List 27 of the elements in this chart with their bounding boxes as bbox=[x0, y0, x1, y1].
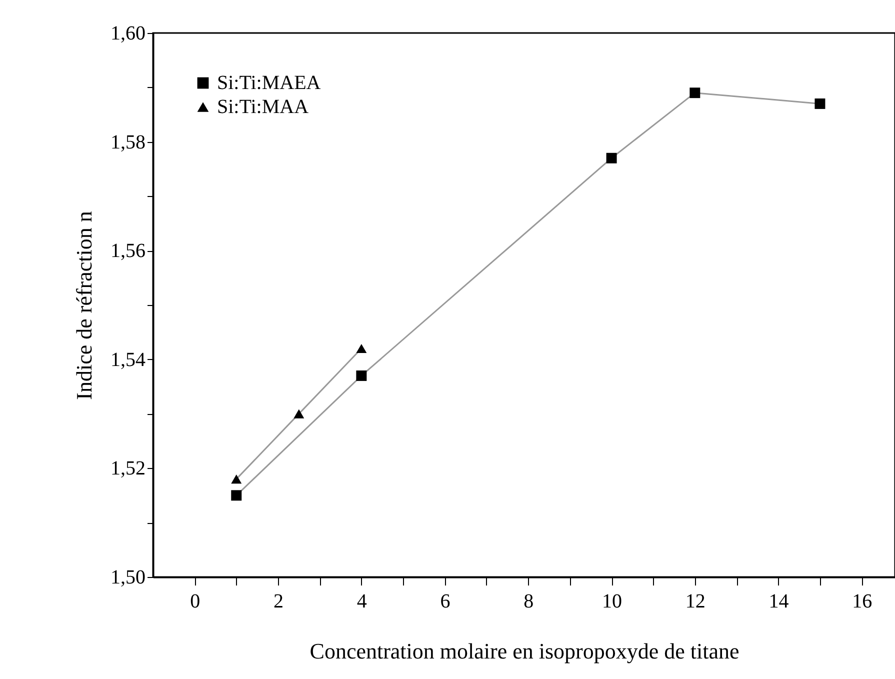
point bbox=[231, 490, 242, 501]
x-tick-label: 10 bbox=[602, 590, 622, 612]
x-tick-label: 14 bbox=[768, 590, 789, 612]
y-axis-title: Indice de réfraction n bbox=[72, 211, 96, 400]
y-tick-label: 1,54 bbox=[110, 348, 146, 371]
y-tick-label: 1,58 bbox=[110, 131, 146, 154]
legend-label: Si:Ti:MAEA bbox=[217, 72, 322, 94]
x-tick-label: 2 bbox=[274, 590, 284, 612]
x-tick-label: 6 bbox=[440, 590, 450, 612]
point bbox=[814, 98, 826, 109]
x-axis-title: Concentration molaire en isopropoxyde de titane bbox=[310, 638, 740, 664]
y-tick-label: 1,52 bbox=[110, 458, 146, 480]
legend-label: Si:Ti:MAA bbox=[217, 96, 310, 118]
point bbox=[606, 152, 617, 164]
x-tick-label: 0 bbox=[190, 590, 200, 612]
y-tick-label: 1,60 bbox=[110, 22, 146, 44]
y-tick-label: 1,50 bbox=[110, 566, 146, 588]
x-tick-label: 8 bbox=[524, 590, 534, 612]
x-tick-label: 16 bbox=[852, 590, 872, 612]
x-tick-label: 12 bbox=[685, 590, 706, 612]
x-tick-label: 4 bbox=[356, 590, 367, 612]
point bbox=[231, 474, 242, 484]
point bbox=[690, 88, 700, 98]
y-tick-label: 1,56 bbox=[110, 240, 146, 262]
point bbox=[356, 344, 367, 354]
point bbox=[356, 370, 367, 381]
point bbox=[294, 409, 304, 418]
